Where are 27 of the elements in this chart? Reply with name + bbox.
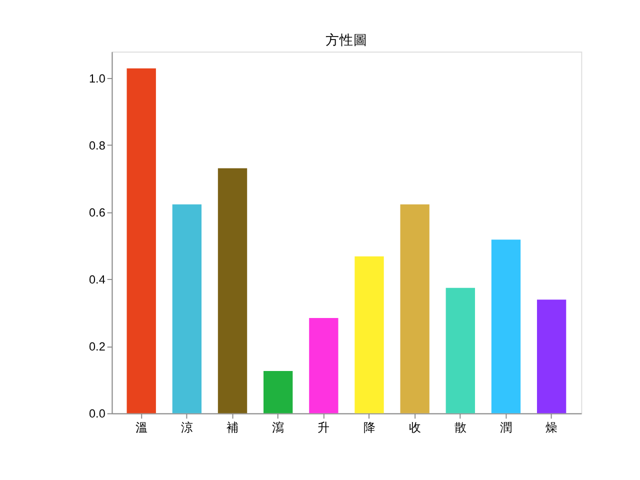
bar bbox=[172, 204, 202, 414]
bar bbox=[491, 240, 521, 414]
chart-title: 方性圖 bbox=[325, 32, 368, 49]
x-tick-label: 涼 bbox=[180, 420, 193, 434]
y-tick-label: 1.0 bbox=[89, 72, 106, 86]
bar bbox=[446, 288, 475, 414]
bar bbox=[309, 318, 338, 414]
bar bbox=[126, 68, 156, 414]
x-tick-label: 燥 bbox=[546, 421, 558, 434]
x-tick-label: 收 bbox=[408, 421, 421, 434]
bar bbox=[354, 256, 384, 414]
y-tick-label: 0.2 bbox=[89, 340, 106, 354]
x-tick-label: 散 bbox=[454, 421, 466, 434]
bar bbox=[218, 168, 248, 414]
x-tick-label: 瀉 bbox=[272, 420, 284, 434]
x-tick-label: 降 bbox=[363, 421, 376, 434]
bar bbox=[536, 300, 566, 414]
y-tick-label: 0.8 bbox=[89, 140, 106, 153]
x-tick-label: 升 bbox=[318, 421, 330, 434]
bar bbox=[400, 204, 430, 414]
y-tick-label: 0.6 bbox=[89, 206, 106, 220]
bar bbox=[264, 371, 293, 414]
y-tick-label: 0.0 bbox=[89, 408, 106, 421]
y-tick-label: 0.4 bbox=[89, 274, 106, 287]
x-tick-label: 補 bbox=[226, 421, 239, 434]
x-tick-label: 潤 bbox=[500, 421, 512, 434]
x-tick-label: 溫 bbox=[135, 421, 148, 434]
